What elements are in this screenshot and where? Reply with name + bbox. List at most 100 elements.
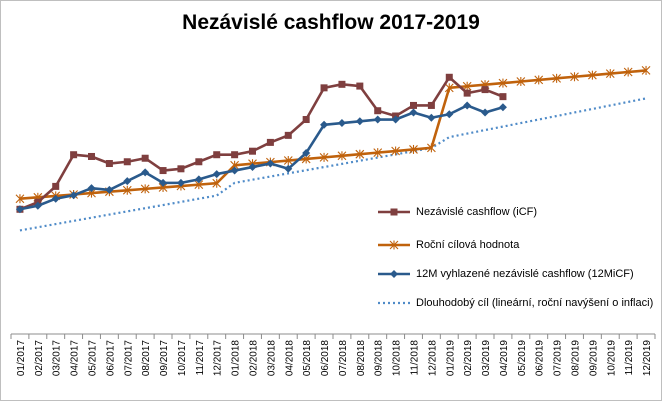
- data-point: [463, 101, 472, 110]
- legend-symbol: [378, 301, 410, 305]
- legend-symbol: [378, 208, 410, 216]
- x-tick-label: 05/2017: [88, 340, 99, 377]
- data-point: [51, 194, 60, 203]
- data-point: [463, 89, 471, 97]
- legend-label: 12M vyhlazené nezávislé cashflow (12MiCF…: [416, 268, 634, 280]
- data-point: [141, 154, 149, 162]
- data-point: [462, 81, 472, 91]
- x-tick-label: 08/2018: [356, 340, 367, 377]
- x-tick-label: 01/2017: [16, 340, 27, 377]
- data-point: [231, 151, 239, 159]
- x-tick-label: 06/2018: [320, 340, 331, 377]
- data-point: [302, 148, 311, 157]
- x-tick-label: 07/2017: [123, 340, 134, 377]
- data-point: [337, 119, 346, 128]
- series-line: [19, 97, 647, 232]
- data-point: [159, 178, 168, 187]
- data-point: [320, 120, 329, 129]
- data-point: [266, 138, 274, 146]
- data-point: [177, 165, 185, 173]
- data-point: [337, 151, 347, 161]
- legend-symbol: [378, 240, 410, 250]
- x-tick-label: 10/2017: [177, 340, 188, 377]
- data-point: [159, 167, 167, 175]
- data-point: [444, 83, 454, 93]
- data-point: [641, 65, 651, 75]
- x-tick-label: 04/2019: [499, 340, 510, 377]
- x-tick-label: 08/2019: [571, 340, 582, 377]
- data-point: [409, 108, 418, 117]
- data-point: [15, 194, 25, 204]
- data-point: [409, 144, 418, 154]
- x-tick-label: 11/2019: [624, 340, 635, 376]
- x-tick-label: 08/2017: [141, 340, 152, 377]
- data-point: [248, 163, 257, 172]
- legend-marker: [390, 208, 398, 216]
- data-point: [570, 72, 579, 82]
- data-point: [534, 75, 544, 85]
- x-tick-label: 01/2019: [445, 340, 456, 377]
- data-point: [266, 159, 275, 168]
- data-point: [320, 84, 328, 92]
- data-point: [498, 78, 508, 88]
- data-point: [516, 77, 526, 87]
- x-tick-label: 03/2018: [266, 340, 277, 377]
- data-point: [140, 184, 150, 194]
- legend-marker: [390, 270, 398, 278]
- data-point: [623, 67, 633, 77]
- series-line: [19, 104, 504, 211]
- x-tick-label: 07/2019: [553, 340, 564, 377]
- x-tick-label: 05/2018: [302, 340, 313, 377]
- data-point: [122, 185, 132, 195]
- data-point: [87, 184, 96, 193]
- data-point: [481, 108, 490, 117]
- legend-label: Roční cílová hodnota: [416, 239, 520, 251]
- legend-label: Nezávislé cashflow (iCF): [416, 206, 538, 218]
- data-point: [141, 168, 150, 177]
- data-point: [212, 178, 222, 188]
- data-point: [249, 147, 256, 155]
- x-tick-label: 11/2018: [410, 340, 421, 376]
- x-tick-label: 05/2019: [517, 340, 528, 377]
- data-point: [105, 160, 113, 168]
- series-line: [19, 69, 647, 201]
- data-point: [355, 117, 364, 126]
- data-point: [445, 110, 454, 119]
- data-point: [213, 151, 221, 159]
- data-point: [52, 182, 60, 190]
- data-point: [176, 178, 185, 187]
- data-point: [499, 93, 507, 101]
- x-tick-label: 11/2017: [195, 340, 206, 376]
- data-point: [427, 113, 436, 122]
- data-point: [88, 152, 95, 160]
- data-point: [212, 170, 221, 179]
- x-tick-label: 03/2017: [52, 340, 63, 377]
- data-point: [284, 131, 292, 139]
- legend-marker: [389, 240, 399, 250]
- x-tick-label: 02/2017: [34, 340, 45, 377]
- data-point: [33, 201, 42, 210]
- data-point: [391, 115, 400, 124]
- data-point: [374, 107, 382, 115]
- data-point: [105, 185, 114, 194]
- legend-label: Dlouhodobý cíl (lineární, roční navýšení…: [416, 297, 654, 309]
- series-line: [19, 75, 504, 211]
- chart-title: Nezávislé cashflow 2017-2019: [182, 11, 480, 34]
- legend-symbol: [378, 270, 410, 278]
- data-point: [70, 151, 78, 159]
- x-tick-label: 01/2018: [231, 340, 242, 377]
- data-point: [230, 166, 239, 175]
- data-point: [427, 101, 435, 109]
- x-tick-label: 06/2017: [105, 340, 116, 377]
- data-point: [356, 82, 364, 90]
- x-tick-label: 09/2017: [159, 340, 170, 377]
- x-tick-label: 06/2019: [535, 340, 546, 377]
- x-tick-label: 02/2018: [249, 340, 260, 377]
- data-point: [410, 101, 417, 109]
- data-point: [426, 143, 436, 153]
- data-point: [481, 86, 489, 94]
- data-point: [498, 103, 507, 112]
- data-point: [283, 156, 293, 166]
- data-point: [605, 69, 615, 79]
